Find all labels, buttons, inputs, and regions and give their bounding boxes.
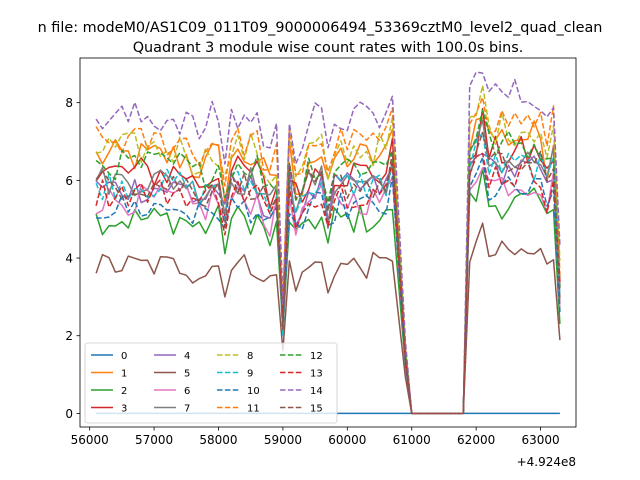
legend-label-4: 4 [184,351,190,362]
series-line-9 [95,131,561,415]
axes-title: Quadrant 3 module wise count rates with … [133,40,524,56]
legend-label-11: 11 [247,404,260,415]
y-tick-label-0: 0 [65,407,73,421]
legend-label-10: 10 [247,386,260,397]
legend-label-6: 6 [184,386,190,397]
legend-label-1: 1 [121,369,127,380]
x-tick-label-6: 62000 [457,433,495,447]
x-tick-label-3: 59000 [264,433,302,447]
legend-label-7: 7 [184,404,190,415]
legend-label-8: 8 [247,351,253,362]
series-line-10 [96,156,561,415]
series-line-3 [95,107,561,415]
legend-label-14: 14 [310,386,323,397]
x-tick-label-1: 57000 [135,433,173,447]
series-layer [95,71,561,415]
y-axis: 0 2 4 6 8 [65,96,80,421]
y-tick-label-2: 4 [65,252,73,266]
x-axis: 56000 57000 58000 59000 60000 61000 62000 63000 [71,427,560,447]
x-tick-label-0: 56000 [71,433,109,447]
series-line-4 [95,153,561,415]
x-tick-label-4: 60000 [328,433,366,447]
legend-box [84,342,338,424]
series-line-8 [95,84,561,415]
y-tick-label-3: 6 [65,174,73,188]
x-tick-label-7: 63000 [521,433,559,447]
axes-frame [79,57,577,428]
x-tick-label-5: 61000 [393,433,431,447]
y-tick-label-1: 2 [65,329,73,343]
legend-label-5: 5 [184,369,190,380]
legend-label-15: 15 [310,404,323,415]
legend-label-2: 2 [121,386,127,397]
series-line-2 [95,168,561,415]
legend-label-3: 3 [121,404,127,415]
legend-label-9: 9 [247,369,253,380]
y-tick-label-4: 8 [65,96,73,110]
legend-label-13: 13 [310,369,323,380]
plot-area [79,57,577,428]
series-line-14 [95,71,561,415]
series-line-15 [95,131,561,415]
figure-suptitle: n file: modeM0/AS1C09_011T09_9000006494_… [38,20,603,36]
x-tick-label-2: 58000 [199,433,237,447]
x-offset-label: +4.924e8 [517,455,576,469]
series-line-5 [95,222,561,415]
series-line-11 [95,96,561,415]
legend-label-12: 12 [310,351,323,362]
series-line-13 [95,152,561,415]
legend-label-0: 0 [121,351,127,362]
